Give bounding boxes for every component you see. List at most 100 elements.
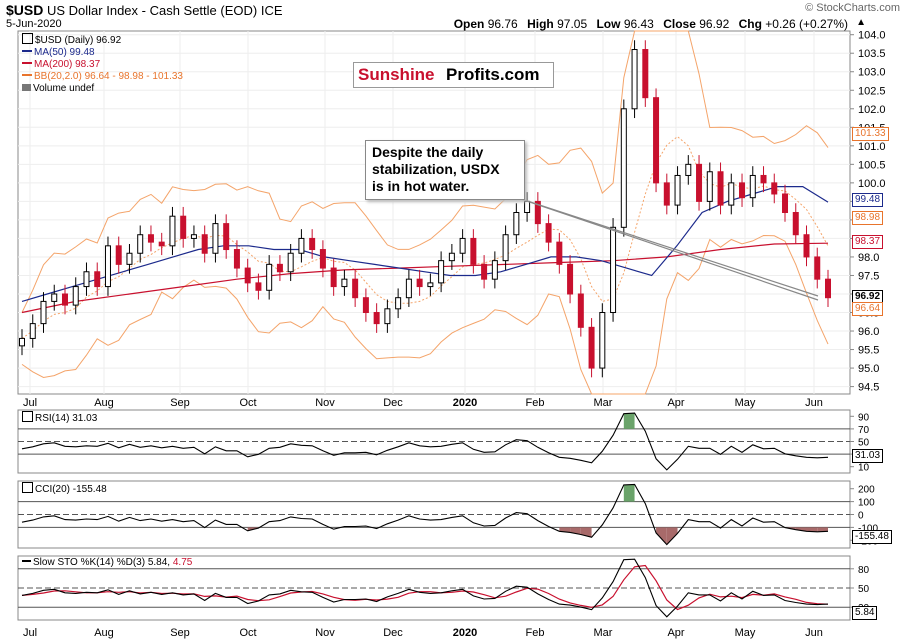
candle-body [19,337,25,347]
candle-body [728,182,735,206]
candle-body [309,237,316,251]
candle-body [29,323,36,339]
candle-body [481,263,488,280]
candle-body [610,226,617,314]
candle-body [599,312,606,369]
candle-body [384,308,391,325]
candle-body [72,286,79,306]
annotation-line1: Despite the daily [372,144,484,160]
low-label: Low [596,17,621,31]
cci-legend: CCI(20) -155.48 [22,482,107,496]
ma50-line [21,186,829,302]
candle-body [792,212,799,236]
candle-body [298,237,305,254]
legend-bb: BB(20,2.0) 96.64 - 98.98 - 101.33 [22,71,183,83]
high-value: 97.05 [557,17,588,31]
price-tick-label: 103.0 [858,67,886,79]
legend-bb-text: BB(20,2.0) 96.64 - 98.98 - 101.33 [34,71,183,82]
bb-lower-line [21,234,829,395]
price-tick-label: 103.5 [858,48,886,60]
legend-volume: Volume undef [22,83,183,95]
x-tick-label: Sep [170,627,190,639]
candle-body [51,293,58,302]
sto-panel: 805020 [18,558,870,618]
price-tick-label: 95.5 [858,345,879,357]
candle-body [180,215,187,239]
bb-swatch-icon [22,74,32,76]
candle-body [287,252,294,273]
x-tick-label: Nov [315,397,335,409]
sto-icon [22,560,31,562]
x-tick-label: Dec [383,397,403,409]
x-tick-label: May [735,397,756,409]
osc-tick-label: 50 [858,584,870,595]
candle-body [620,108,627,228]
candle-body [663,182,670,206]
osc-tick-label: 200 [858,485,875,496]
candle-body [524,200,531,214]
x-tick-label: Aug [94,397,114,409]
candle-body [491,260,498,280]
candle-body [706,171,713,202]
bb-upper-line [21,30,829,313]
candle-body [373,312,380,325]
candle-body [126,252,133,265]
low-value: 96.43 [623,17,654,31]
ma200-line [21,242,829,314]
candle-body [556,241,563,265]
osc-tick-label: 100 [858,498,875,509]
candle-body [169,215,176,247]
price-tick-label: 104.0 [858,30,886,42]
bollinger-bands [21,30,829,395]
price-tick-label: 100.0 [858,178,886,190]
candle-body [513,212,520,236]
x-tick-label: Nov [315,627,335,639]
annotation-box: Despite the daily stabilization, USDX is… [365,140,525,200]
legend-volume-text: Volume undef [33,83,95,94]
x-tick-label: Jun [805,627,823,639]
legend-ma50: MA(50) 99.48 [22,47,183,59]
price-tick-label: 101.0 [858,141,886,153]
ma200-tag: 98.37 [852,235,884,249]
osc-line [21,412,829,471]
candle-body [696,163,703,202]
x-tick-label: Oct [239,397,256,409]
ma50-swatch-icon [22,50,32,52]
volume-icon [22,84,31,91]
osc-fill [795,527,807,532]
rsi-value-tag: 31.03 [852,449,884,463]
close-label: Close [663,17,696,31]
moving-averages [21,186,829,314]
candle-body [319,249,326,269]
candle-body [459,237,466,254]
collapse-icon[interactable]: ▲ [856,17,866,28]
sunshine-profits-logo: Sunshine Profits.com [353,62,554,88]
candle-body [642,49,649,99]
candle-body [158,241,165,247]
candle-body [244,267,251,284]
candle-body [438,260,445,284]
x-tick-label: Feb [526,397,545,409]
candle-body [588,326,595,369]
ma200-swatch-icon [22,62,32,64]
price-tick-label: 100.5 [858,159,886,171]
candle-body [94,271,101,288]
candle-body [405,278,412,299]
candle-body [749,174,756,199]
x-tick-label: Mar [594,627,613,639]
logo-part1: Sunshine [358,65,435,84]
cci-icon [22,482,33,493]
x-tick-label: 2020 [453,397,477,409]
candle-body [631,49,638,110]
x-tick-label: Oct [239,627,256,639]
bottom-x-axis: Jul Aug Sep Oct Nov Dec 2020 Feb Mar Apr May Jun [23,627,823,639]
x-tick-label: Aug [94,627,114,639]
bb-upper-tag: 101.33 [852,127,889,141]
x-tick-label: Apr [667,627,684,639]
osc-tick-label: 10 [858,463,870,474]
osc-fill [623,484,635,502]
osc-tick-label: 70 [858,425,870,436]
candle-body [115,245,122,265]
osc-fill [817,527,828,532]
stockcharts-brand[interactable]: © StockCharts.com [805,2,900,14]
